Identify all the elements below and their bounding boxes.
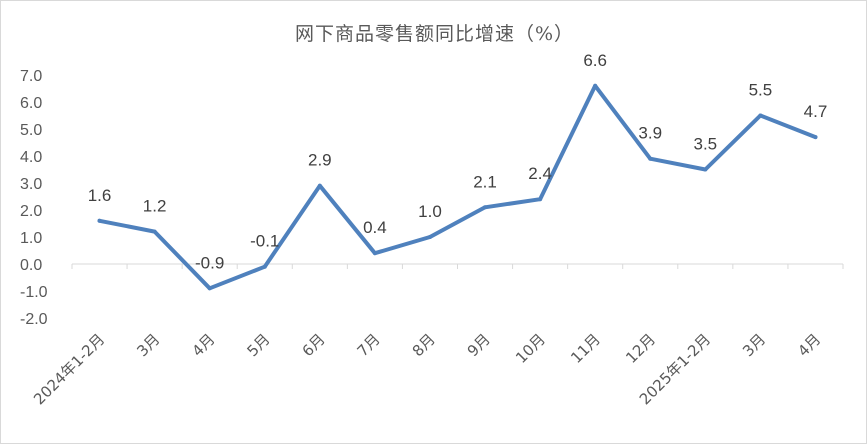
- data-label: 2.4: [528, 164, 552, 183]
- x-tick-label: 7月: [354, 330, 384, 360]
- y-tick-label: 1.0: [20, 230, 42, 247]
- data-label: -0.9: [195, 253, 224, 272]
- y-tick-label: 4.0: [20, 149, 42, 166]
- x-tick-label: 3月: [739, 330, 769, 360]
- y-tick-label: 2.0: [20, 203, 42, 220]
- data-label: -0.1: [250, 232, 279, 251]
- y-tick-label: -1.0: [20, 284, 48, 301]
- x-tick-label: 11月: [567, 330, 604, 367]
- y-tick-label: 3.0: [20, 176, 42, 193]
- data-label: 5.5: [749, 81, 773, 100]
- data-point: [317, 183, 322, 188]
- x-tick-label: 2024年1-2月: [30, 330, 108, 408]
- data-point: [483, 205, 488, 210]
- data-point: [262, 264, 267, 269]
- data-point: [703, 167, 708, 172]
- data-point: [648, 156, 653, 161]
- data-point: [813, 135, 818, 140]
- series-line: [97, 83, 818, 291]
- chart-title: 网下商品零售额同比增速（%）: [294, 23, 575, 45]
- data-label: 2.1: [473, 172, 497, 191]
- y-tick-label: 0.0: [20, 257, 42, 274]
- y-tick-label: 7.0: [20, 68, 42, 85]
- x-tick-label: 6月: [299, 330, 329, 360]
- data-point: [152, 229, 157, 234]
- data-point: [372, 251, 377, 256]
- y-tick-label: 5.0: [20, 122, 42, 139]
- data-point: [593, 83, 598, 88]
- data-label: 3.9: [638, 124, 662, 143]
- x-tick-label: 10月: [512, 330, 549, 367]
- data-label: 6.6: [583, 51, 607, 70]
- data-label: 2.9: [308, 151, 332, 170]
- data-label: 1.0: [418, 202, 442, 221]
- data-point: [207, 286, 212, 291]
- data-label: 0.4: [363, 218, 387, 237]
- data-point: [538, 197, 543, 202]
- y-tick-label: 6.0: [20, 95, 42, 112]
- data-label: 4.7: [804, 102, 828, 121]
- data-point: [758, 113, 763, 118]
- y-tick-label: -2.0: [20, 311, 48, 328]
- x-tick-label: 12月: [622, 330, 659, 367]
- x-tick-label: 4月: [188, 330, 218, 360]
- data-label: 1.2: [143, 197, 167, 216]
- x-tick-label: 4月: [794, 330, 824, 360]
- data-point: [427, 235, 432, 239]
- data-point: [97, 218, 102, 223]
- data-label: 1.6: [88, 186, 112, 205]
- x-tick-label: 9月: [464, 330, 494, 360]
- data-label: 3.5: [694, 135, 718, 154]
- x-tick-label: 3月: [133, 330, 163, 360]
- x-tick-label: 5月: [243, 330, 273, 360]
- x-tick-label: 8月: [409, 330, 439, 360]
